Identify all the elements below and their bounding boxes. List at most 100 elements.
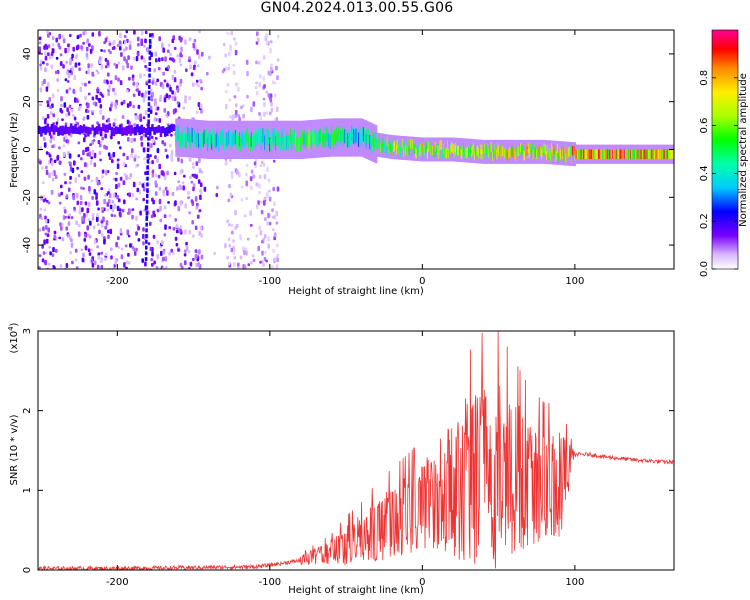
ridge-cell <box>583 149 586 160</box>
ridge-cell <box>276 128 279 143</box>
spectrogram-cell <box>251 254 255 258</box>
ridge-cell <box>494 144 496 155</box>
ridge-cell <box>349 132 352 147</box>
ridge-cell <box>270 136 273 151</box>
spectrogram-cell <box>230 31 234 36</box>
ridge-cell <box>610 149 613 160</box>
spectrogram-cell <box>39 66 43 71</box>
spectrogram-cell <box>135 247 138 252</box>
spectrogram-cell <box>128 192 131 198</box>
spectrogram-cell <box>173 96 177 102</box>
snr-xtick-label: -100 <box>258 577 281 588</box>
spectrogram-cell <box>64 47 67 54</box>
spectrogram-cell <box>80 157 83 161</box>
spectrogram-cell <box>111 159 114 164</box>
ridge-cell <box>302 131 305 146</box>
ridge-cell <box>585 149 587 160</box>
spectrogram-cell <box>100 49 103 52</box>
spectrogram-cell <box>230 174 234 180</box>
ridge-cell <box>200 134 202 150</box>
spectrogram-cell <box>151 262 154 267</box>
spectrogram-cell <box>164 56 167 62</box>
spectrogram-cell <box>67 233 70 238</box>
spectrogram-cell <box>259 115 263 121</box>
ridge-cell <box>197 133 200 148</box>
spectrogram-cell <box>122 162 126 166</box>
ridge-cell <box>646 149 649 160</box>
ridge-cell <box>473 142 475 153</box>
spectrogram-cell <box>42 181 45 185</box>
spectrogram-cell <box>187 196 190 200</box>
spectrogram-cell <box>92 109 95 113</box>
ridge-cell <box>291 131 294 146</box>
spectrogram-streak <box>148 79 151 84</box>
spectrogram-cell <box>199 182 203 188</box>
spectrogram-cell <box>159 82 163 87</box>
spectrogram-cell <box>49 251 52 256</box>
ridge-cell <box>472 145 474 155</box>
ridge-cell <box>301 133 303 148</box>
ridge-cell <box>620 149 623 160</box>
ridge-cell <box>291 135 293 150</box>
spectrogram-band <box>168 125 171 133</box>
spectrogram-cell <box>235 103 238 108</box>
spectrogram-cell <box>263 174 267 180</box>
ridge-cell <box>478 145 481 156</box>
ridge-cell <box>411 148 413 158</box>
spectrogram-cell <box>124 40 127 45</box>
spectrogram-cell <box>272 215 275 219</box>
spectrogram-band <box>157 125 161 133</box>
spectrogram-cell <box>45 165 48 170</box>
spectrogram-cell <box>163 205 167 210</box>
spectrogram-cell <box>83 137 86 143</box>
spectrogram-cell <box>46 103 50 108</box>
spectrogram-cell <box>127 261 131 265</box>
ridge-cell <box>521 146 524 157</box>
ridge-cell <box>282 134 285 150</box>
ridge-cell <box>466 148 468 159</box>
spectrogram-cell <box>173 46 177 50</box>
spectrogram-cell <box>243 264 247 269</box>
spectrogram-cell <box>115 63 118 69</box>
spectrogram-cell <box>63 102 67 108</box>
spectrogram-cell <box>254 86 258 90</box>
spectrogram-band <box>55 125 58 132</box>
spectrogram-cell <box>178 57 182 63</box>
spectrogram-cell <box>142 197 145 202</box>
spectrogram-cell <box>154 180 157 186</box>
spectrogram-cell <box>169 86 172 92</box>
spectrogram-cell <box>116 43 120 48</box>
spectrogram-cell <box>260 200 263 204</box>
ridge-cell <box>510 147 512 157</box>
ridge-cell <box>547 150 550 160</box>
spectrogram-cell <box>139 73 142 79</box>
ridge-cell <box>432 145 434 156</box>
ridge-cell <box>388 143 390 153</box>
spectrogram-cell <box>262 76 265 81</box>
ridge-cell <box>563 153 566 163</box>
spectrogram-cell <box>141 92 144 98</box>
ridge-cell <box>364 131 367 146</box>
ridge-cell <box>253 136 255 151</box>
spectrogram-cell <box>72 88 76 94</box>
ridge-cell <box>257 132 259 147</box>
ridge-cell <box>567 153 569 164</box>
colorbar-label: Normalized spectral amplitude <box>738 73 749 227</box>
ridge-cell <box>443 147 446 158</box>
spectrogram-cell <box>195 79 199 83</box>
ridge-cell <box>223 132 225 147</box>
spectrogram-cell <box>256 90 259 96</box>
spectrogram-cell <box>261 250 264 256</box>
spectrogram-cell <box>71 66 74 72</box>
ridge-cell <box>447 140 449 150</box>
spectrogram-cell <box>142 116 146 120</box>
spectrogram-cell <box>74 62 78 68</box>
spectrogram-streak <box>147 113 150 118</box>
spectrogram-band <box>65 126 69 134</box>
spectrogram-cell <box>162 47 165 53</box>
ridge-cell <box>516 149 519 159</box>
spectrogram-streak <box>145 199 149 204</box>
spectrogram-cell <box>173 91 177 97</box>
spectrogram-cell <box>256 203 259 210</box>
spectrogram-cell <box>195 174 198 180</box>
